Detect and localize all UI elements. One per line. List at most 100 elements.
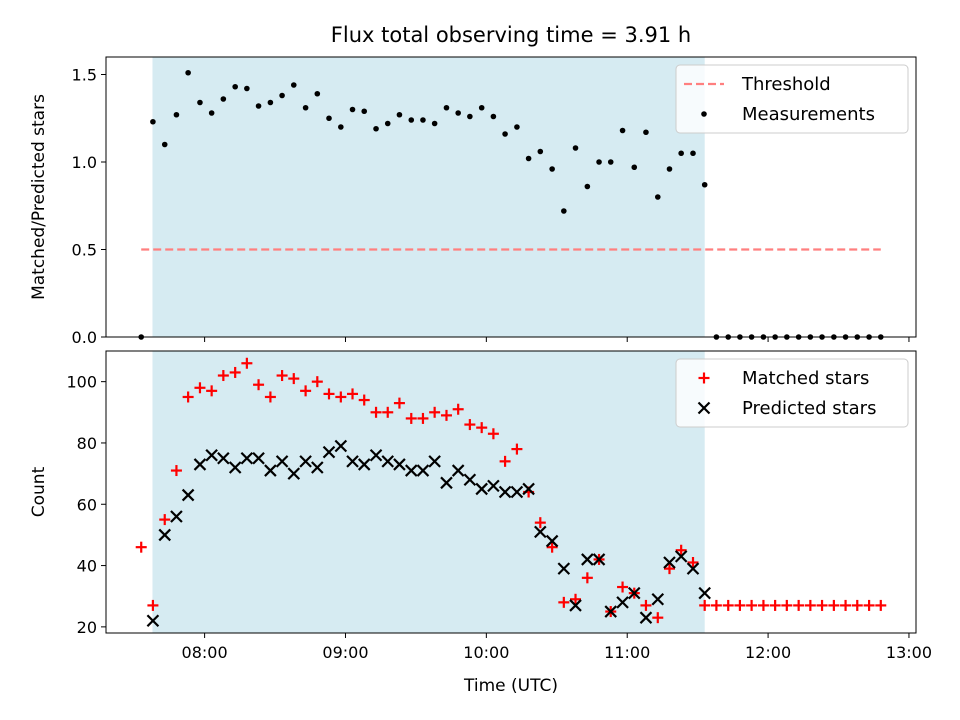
- data-point: [652, 612, 664, 624]
- count-plot-panel: 20 40 60 80 100 08:00 09:00 10:00 11:00 12:00 13:0…: [29, 350, 932, 696]
- data-point: [452, 403, 464, 415]
- data-point: [232, 83, 238, 90]
- data-point: [699, 599, 711, 611]
- data-point: [476, 422, 488, 434]
- data-point: [584, 183, 591, 190]
- y-tick-label: 80: [77, 434, 97, 453]
- data-point: [816, 599, 828, 611]
- x-tick-label: 11:00: [604, 643, 650, 662]
- data-point: [627, 586, 641, 600]
- data-point: [674, 550, 688, 563]
- data-point: [510, 485, 524, 499]
- data-point: [135, 541, 147, 553]
- data-point: [698, 586, 711, 600]
- data-point: [545, 534, 559, 548]
- data-point: [875, 599, 887, 611]
- legend-measurements-swatch: [701, 111, 707, 117]
- data-point: [525, 155, 532, 162]
- axes-frame: [105, 350, 917, 634]
- observing-span: [152, 57, 705, 337]
- data-point: [663, 563, 675, 575]
- legend-box: [675, 358, 909, 428]
- data-point: [502, 131, 508, 137]
- data-point: [851, 599, 863, 611]
- data-point: [734, 599, 746, 611]
- data-point: [604, 605, 618, 618]
- data-point: [569, 599, 582, 612]
- data-point: [405, 412, 417, 424]
- data-point: [173, 111, 180, 118]
- data-point: [511, 443, 523, 455]
- data-point: [244, 85, 250, 92]
- y-axis-label: Count: [29, 466, 49, 517]
- data-point: [279, 92, 285, 99]
- legend-label: Predicted stars: [742, 398, 876, 419]
- y-tick-label: 40: [77, 557, 97, 576]
- data-point: [170, 510, 183, 523]
- data-point: [349, 106, 356, 113]
- data-point: [326, 115, 332, 122]
- data-point: [159, 514, 171, 526]
- matched-stars-series: [135, 357, 887, 624]
- data-point: [619, 127, 626, 134]
- data-point: [631, 164, 638, 171]
- data-point: [558, 596, 570, 608]
- y-tick-label: 0.5: [72, 241, 97, 260]
- x-axis-label: Time (UTC): [463, 676, 558, 696]
- data-point: [358, 394, 370, 406]
- data-point: [205, 448, 218, 462]
- data-point: [464, 419, 476, 431]
- data-point: [384, 120, 391, 127]
- data-point: [675, 544, 687, 556]
- data-point: [534, 525, 547, 539]
- data-point: [288, 373, 300, 385]
- data-point: [428, 455, 441, 468]
- data-point: [596, 159, 602, 165]
- y-axis-label: Matched/Predicted stars: [29, 94, 49, 300]
- data-point: [264, 391, 276, 403]
- data-point: [686, 562, 700, 575]
- data-point: [197, 99, 203, 106]
- data-point: [455, 110, 461, 116]
- legend-label: Measurements: [742, 104, 875, 125]
- data-point: [549, 166, 555, 172]
- data-point: [687, 557, 699, 568]
- data-point: [710, 599, 722, 611]
- data-point: [253, 379, 265, 391]
- data-point: [769, 599, 781, 611]
- x-tick-label: 10:00: [463, 643, 509, 662]
- data-point: [208, 110, 215, 116]
- data-point: [299, 455, 312, 468]
- data-point: [240, 452, 254, 465]
- data-point: [275, 455, 289, 468]
- data-point: [440, 409, 452, 421]
- x-tick-label: 12:00: [745, 643, 791, 662]
- data-point: [322, 445, 336, 459]
- data-point: [276, 370, 288, 382]
- predicted-stars-series: [146, 439, 711, 628]
- data-point: [241, 357, 253, 369]
- data-point: [440, 476, 453, 490]
- data-point: [592, 553, 606, 566]
- data-point: [334, 439, 348, 453]
- data-point: [220, 96, 227, 102]
- data-point: [194, 382, 206, 394]
- data-point: [537, 148, 544, 155]
- data-point: [300, 385, 312, 397]
- data-point: [514, 124, 520, 130]
- data-point: [357, 458, 371, 471]
- data-point: [475, 482, 488, 496]
- data-point: [746, 599, 758, 611]
- data-point: [663, 556, 676, 569]
- y-tick-label: 0.0: [72, 328, 97, 347]
- data-point: [416, 464, 430, 477]
- data-point: [487, 479, 500, 493]
- data-point: [451, 464, 465, 477]
- legend-box: [675, 64, 909, 134]
- data-point: [206, 385, 218, 397]
- data-point: [146, 614, 160, 628]
- data-point: [311, 376, 323, 388]
- data-point: [185, 69, 191, 76]
- axes-frame: [105, 56, 917, 338]
